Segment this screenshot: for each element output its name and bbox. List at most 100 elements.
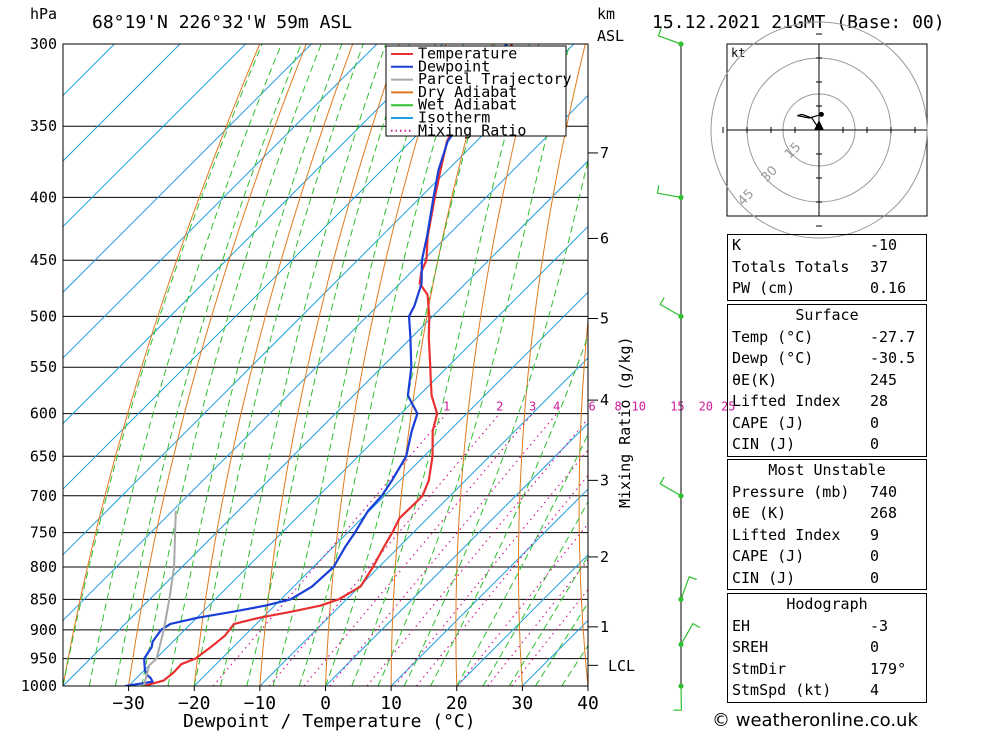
precipitable-water-row: PW (cm) 0.16 bbox=[732, 279, 907, 297]
footer-credit: © weatheronline.co.uk bbox=[712, 710, 918, 731]
wet-adiabat-line bbox=[351, 44, 531, 686]
plot-frame bbox=[62, 43, 589, 687]
isotherm-line bbox=[456, 554, 588, 686]
temperature-tick-label: 10 bbox=[380, 693, 402, 714]
wet-adiabat-line bbox=[508, 554, 588, 686]
isotherm-line bbox=[63, 44, 378, 359]
pressure-tick-label: 800 bbox=[30, 558, 57, 576]
profile-series bbox=[125, 44, 514, 686]
mixing-ratio-value-label: 8 bbox=[614, 400, 621, 414]
totals-totals-row: Totals Totals 37 bbox=[732, 257, 889, 276]
dry-adiabat-line bbox=[63, 44, 261, 686]
datetime-title: 15.12.2021 21GMT (Base: 00) bbox=[652, 12, 945, 33]
mixing-ratio-value-label: 20 bbox=[699, 400, 713, 414]
dry-adiabat-line bbox=[193, 44, 354, 686]
height-tick-label: 7 bbox=[600, 144, 609, 162]
height-axis: 7 6 5 4 3 2 1 bbox=[588, 144, 609, 666]
pressure-tick-label: 700 bbox=[30, 487, 57, 505]
location-title: 68°19'N 226°32'W 59m ASL bbox=[92, 12, 352, 33]
wet-adiabat-line bbox=[377, 44, 571, 686]
wind-profile bbox=[656, 28, 701, 711]
pressure-tick-label: 450 bbox=[30, 251, 57, 269]
isotherm-line bbox=[63, 44, 246, 228]
isotherm-line bbox=[63, 44, 115, 97]
legend-entry: Dewpoint bbox=[418, 57, 490, 75]
isotherm-line bbox=[63, 44, 312, 293]
wind-barb bbox=[680, 622, 701, 645]
pressure-tick-label: 400 bbox=[30, 188, 57, 206]
wet-adiabat-line bbox=[115, 44, 302, 686]
height-tick-label: 3 bbox=[600, 471, 609, 489]
mixing-ratio-axis-label: Mixing Ratio (g/kg) bbox=[616, 336, 634, 508]
isotherm-line bbox=[128, 225, 588, 686]
temperature-axis: −30 −20 −10 0 10 20 30 40 bbox=[112, 686, 599, 714]
surface-row: Lifted Index 28 bbox=[732, 392, 889, 410]
height-tick-label: 1 bbox=[600, 618, 609, 636]
most-unstable-row: CAPE (J) 0 bbox=[732, 547, 880, 565]
mixing-ratio-value-label: 2 bbox=[496, 400, 503, 414]
pressure-tick-label: 750 bbox=[30, 524, 57, 542]
dry-adiabat-line bbox=[956, 44, 1000, 686]
dry-adiabat-line bbox=[638, 44, 679, 686]
pressure-tick-label: 850 bbox=[30, 590, 57, 608]
mixing-ratio-line bbox=[303, 413, 534, 686]
dry-adiabat-line bbox=[695, 44, 725, 686]
mixing-ratio-labels: 1 2 3 4 6 8 10 15 20 25 bbox=[443, 400, 736, 414]
most-unstable-row: Lifted Index 9 bbox=[732, 525, 880, 544]
isotherm-line bbox=[63, 160, 588, 686]
asl-label: ASL bbox=[597, 27, 624, 45]
wet-adiabat-line bbox=[63, 44, 263, 686]
most-unstable-table: Most Unstable Pressure (mb) 740 θE (K) 268 L… bbox=[727, 459, 927, 590]
wind-barb bbox=[657, 28, 682, 45]
temperature-tick-label: 30 bbox=[512, 693, 534, 714]
surface-title: Surface bbox=[795, 306, 859, 324]
mixing-ratio-line bbox=[457, 522, 588, 686]
surface-row: Temp (°C) -27.7 bbox=[732, 327, 916, 346]
lcl-label: LCL bbox=[608, 657, 635, 675]
height-tick-label: 2 bbox=[600, 548, 609, 566]
mixing-ratio-value-label: 10 bbox=[632, 400, 646, 414]
hodograph-table-row: EH -3 bbox=[732, 616, 889, 635]
dewpoint-line bbox=[125, 44, 508, 686]
height-tick-label: 6 bbox=[600, 229, 609, 247]
surface-table: Surface Temp (°C) -27.7 Dewp (°C) -30.5 θE(K… bbox=[727, 304, 927, 457]
wet-adiabat-line bbox=[141, 44, 322, 686]
dry-adiabat-line bbox=[325, 44, 447, 686]
pressure-tick-label: 900 bbox=[30, 621, 57, 639]
wet-adiabat-line bbox=[246, 44, 411, 686]
isotherm-line bbox=[63, 94, 588, 622]
temperature-tick-label: −30 bbox=[112, 693, 145, 714]
isotherm-line bbox=[63, 44, 443, 425]
hodograph-table-row: StmSpd (kt) 4 bbox=[732, 681, 880, 699]
temperature-tick-label: 20 bbox=[446, 693, 468, 714]
surface-row: θE(K) 245 bbox=[732, 370, 898, 389]
isotherm-line bbox=[259, 357, 588, 686]
isotherm-line bbox=[390, 488, 588, 686]
pressure-tick-label: 600 bbox=[30, 405, 57, 423]
legend-entry: Temperature bbox=[418, 45, 517, 63]
wet-adiabat-line bbox=[403, 158, 588, 686]
dry-adiabat-line bbox=[455, 44, 540, 686]
mixing-ratio-value-label: 6 bbox=[588, 400, 595, 414]
pressure-tick-label: 550 bbox=[30, 358, 57, 376]
parcel-trajectory-line bbox=[142, 510, 177, 686]
most-unstable-title: Most Unstable bbox=[768, 461, 886, 479]
storm-motion-marker bbox=[814, 120, 824, 131]
most-unstable-row: Pressure (mb) 740 bbox=[732, 482, 898, 501]
height-tick-label: 5 bbox=[600, 310, 609, 328]
pressure-tick-label: 300 bbox=[30, 35, 57, 53]
pressure-axis: 300 350 400 450 500 550 600 650 700 750 800 850 900 9… bbox=[21, 35, 57, 695]
wind-level-dot bbox=[678, 596, 684, 602]
dry-adiabat-line bbox=[128, 44, 307, 686]
isotherm-line bbox=[325, 422, 588, 686]
most-unstable-row: θE (K) 268 bbox=[732, 504, 898, 522]
k-index-row: K -10 bbox=[732, 236, 898, 254]
km-label: km bbox=[597, 5, 615, 23]
pressure-tick-label: 1000 bbox=[21, 677, 57, 695]
mixing-ratio-value-label: 3 bbox=[529, 400, 536, 414]
wind-barb bbox=[680, 576, 697, 600]
mixing-ratio-value-label: 25 bbox=[721, 400, 735, 414]
